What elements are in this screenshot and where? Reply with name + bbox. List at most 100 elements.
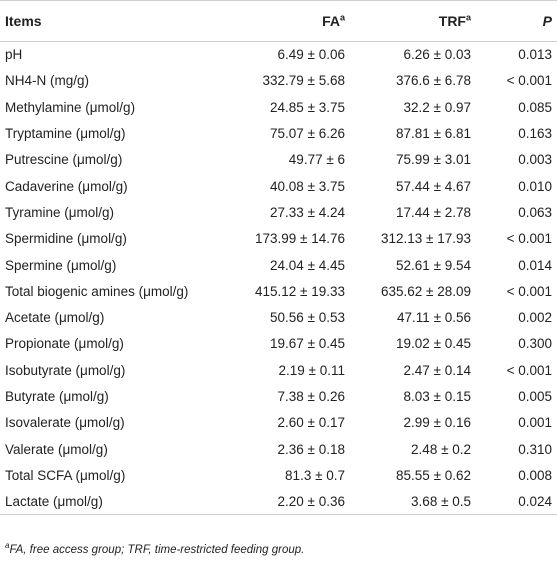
cell-trf: 32.2 ± 0.97 bbox=[403, 99, 471, 115]
table-row: Tryptamine (μmol/g) 75.07 ± 6.26 87.81 ± 6… bbox=[0, 120, 557, 146]
cell-trf: 6.26 ± 0.03 bbox=[403, 47, 471, 63]
cell-p: 0.163 bbox=[518, 126, 552, 142]
table-row: NH4-N (mg/g) 332.79 ± 5.68 376.6 ± 6.78 < 0… bbox=[0, 68, 557, 94]
cell-trf: 2.99 ± 0.16 bbox=[403, 415, 471, 431]
cell-trf: 312.13 ± 17.93 bbox=[381, 231, 471, 247]
header-trf: TRFa bbox=[345, 0, 471, 42]
cell-fa: 81.3 ± 0.7 bbox=[285, 467, 345, 483]
cell-p: < 0.001 bbox=[506, 73, 552, 89]
footnote-marker: a bbox=[5, 541, 10, 551]
cell-fa: 2.19 ± 0.11 bbox=[278, 362, 345, 378]
table-row: Total SCFA (μmol/g) 81.3 ± 0.7 85.55 ± 0.6… bbox=[0, 462, 557, 488]
cell-p: 0.008 bbox=[518, 467, 552, 483]
table-row: Tyramine (μmol/g) 27.33 ± 4.24 17.44 ± 2.7… bbox=[0, 199, 557, 225]
cell-fa: 75.07 ± 6.26 bbox=[270, 126, 345, 142]
table-row: Cadaverine (μmol/g) 40.08 ± 3.75 57.44 ± 4… bbox=[0, 173, 557, 199]
cell-fa: 2.60 ± 0.17 bbox=[277, 415, 345, 431]
cell-p: 0.024 bbox=[471, 488, 557, 516]
cell-trf: 2.48 ± 0.2 bbox=[411, 441, 471, 457]
header-p-label: P bbox=[542, 13, 552, 29]
cell-item: Spermine (μmol/g) bbox=[5, 257, 117, 273]
cell-fa: 6.49 ± 0.06 bbox=[277, 47, 345, 63]
table-row: Lactate (μmol/g) 2.20 ± 0.36 3.68 ± 0.5 0.0… bbox=[0, 488, 557, 516]
cell-item: Methylamine (μmol/g) bbox=[5, 99, 136, 115]
cell-item: Cadaverine (μmol/g) bbox=[5, 178, 128, 194]
header-trf-footnote-marker: a bbox=[465, 12, 471, 23]
cell-p: < 0.001 bbox=[506, 231, 552, 247]
cell-p: 0.005 bbox=[518, 389, 552, 404]
cell-trf: 2.47 ± 0.14 bbox=[403, 362, 471, 378]
cell-trf: 57.44 ± 4.67 bbox=[396, 178, 471, 194]
cell-fa: 40.08 ± 3.75 bbox=[270, 178, 345, 194]
cell-fa: 27.33 ± 4.24 bbox=[270, 204, 345, 220]
cell-item: Isobutyrate (μmol/g) bbox=[5, 362, 126, 378]
table-row: Butyrate (μmol/g) 7.38 ± 0.26 8.03 ± 0.15 0… bbox=[0, 383, 557, 409]
table-header: Items FAa TRFa P bbox=[0, 0, 557, 42]
cell-p: 0.085 bbox=[518, 99, 552, 115]
cell-fa: 24.85 ± 3.75 bbox=[270, 99, 345, 115]
table-row: Isobutyrate (μmol/g) 2.19 ± 0.11 2.47 ± 0.… bbox=[0, 357, 557, 383]
header-fa-label: FA bbox=[322, 13, 340, 29]
cell-item: Propionate (μmol/g) bbox=[5, 336, 124, 352]
table-row: pH 6.49 ± 0.06 6.26 ± 0.03 0.013 bbox=[0, 42, 557, 68]
header-items-label: Items bbox=[5, 13, 42, 29]
cell-p: 0.003 bbox=[518, 152, 552, 168]
cell-item: Isovalerate (μmol/g) bbox=[5, 415, 125, 431]
cell-item: Lactate (μmol/g) bbox=[0, 488, 244, 516]
cell-item: Total SCFA (μmol/g) bbox=[5, 467, 126, 483]
cell-item: Valerate (μmol/g) bbox=[5, 441, 108, 457]
table-row: Acetate (μmol/g) 50.56 ± 0.53 47.11 ± 0.56… bbox=[0, 304, 557, 330]
table-row: Spermine (μmol/g) 24.04 ± 4.45 52.61 ± 9.5… bbox=[0, 252, 557, 278]
cell-item: Tyramine (μmol/g) bbox=[5, 204, 115, 220]
cell-fa: 7.38 ± 0.26 bbox=[277, 389, 345, 404]
cell-fa: 415.12 ± 19.33 bbox=[255, 283, 345, 299]
header-trf-label: TRF bbox=[438, 13, 466, 29]
cell-fa: 19.67 ± 0.45 bbox=[270, 336, 345, 352]
cell-trf: 3.68 ± 0.5 bbox=[345, 488, 471, 516]
cell-trf: 87.81 ± 6.81 bbox=[396, 126, 471, 142]
cell-fa: 50.56 ± 0.53 bbox=[270, 310, 345, 326]
table-row: Total biogenic amines (μmol/g) 415.12 ± 1… bbox=[0, 278, 557, 304]
cell-trf: 19.02 ± 0.45 bbox=[396, 336, 471, 352]
cell-trf: 376.6 ± 6.78 bbox=[396, 73, 471, 89]
table-row: Propionate (μmol/g) 19.67 ± 0.45 19.02 ± 0… bbox=[0, 331, 557, 357]
table-body: pH 6.49 ± 0.06 6.26 ± 0.03 0.013 NH4-N (mg/g… bbox=[0, 42, 557, 516]
cell-trf: 635.62 ± 28.09 bbox=[381, 283, 471, 299]
cell-p: 0.013 bbox=[518, 47, 552, 63]
header-fa-footnote-marker: a bbox=[339, 12, 345, 23]
cell-trf: 75.99 ± 3.01 bbox=[396, 152, 471, 168]
cell-p: 0.001 bbox=[518, 415, 552, 431]
table-row: Methylamine (μmol/g) 24.85 ± 3.75 32.2 ± 0… bbox=[0, 94, 557, 120]
cell-fa: 332.79 ± 5.68 bbox=[262, 73, 345, 89]
table-row: Spermidine (μmol/g) 173.99 ± 14.76 312.13 … bbox=[0, 226, 557, 252]
header-row: Items FAa TRFa P bbox=[0, 0, 557, 42]
cell-p: < 0.001 bbox=[506, 283, 552, 299]
cell-p: 0.310 bbox=[518, 441, 552, 457]
cell-fa: 49.77 ± 6 bbox=[288, 152, 345, 168]
header-fa: FAa bbox=[244, 0, 345, 42]
cell-item: Tryptamine (μmol/g) bbox=[5, 126, 126, 142]
footnote-text: FA, free access group; TRF, time-restric… bbox=[9, 544, 305, 556]
cell-trf: 17.44 ± 2.78 bbox=[396, 204, 471, 220]
cell-p: 0.063 bbox=[518, 204, 552, 220]
cell-item: Spermidine (μmol/g) bbox=[5, 231, 127, 247]
cell-fa: 24.04 ± 4.45 bbox=[270, 257, 345, 273]
table-footnote: aFA, free access group; TRF, time-restri… bbox=[5, 541, 305, 556]
cell-item: NH4-N (mg/g) bbox=[5, 73, 90, 89]
table-row: Isovalerate (μmol/g) 2.60 ± 0.17 2.99 ± 0.… bbox=[0, 410, 557, 436]
table-row: Putrescine (μmol/g) 49.77 ± 6 75.99 ± 3.01… bbox=[0, 147, 557, 173]
cell-item: Total biogenic amines (μmol/g) bbox=[5, 283, 189, 299]
cell-trf: 8.03 ± 0.15 bbox=[403, 389, 471, 404]
cell-fa: 2.36 ± 0.18 bbox=[277, 441, 345, 457]
data-table: Items FAa TRFa P pH 6.49 ± 0.06 6.26 ± 0.0… bbox=[0, 0, 557, 516]
header-items: Items bbox=[0, 0, 244, 42]
cell-item: Putrescine (μmol/g) bbox=[5, 152, 123, 168]
cell-p: < 0.001 bbox=[506, 362, 552, 378]
cell-item: Acetate (μmol/g) bbox=[5, 310, 105, 326]
cell-fa: 2.20 ± 0.36 bbox=[244, 488, 345, 516]
cell-trf: 52.61 ± 9.54 bbox=[396, 257, 471, 273]
cell-item: Butyrate (μmol/g) bbox=[5, 389, 109, 404]
cell-trf: 85.55 ± 0.62 bbox=[396, 467, 471, 483]
cell-trf: 47.11 ± 0.56 bbox=[397, 310, 471, 326]
